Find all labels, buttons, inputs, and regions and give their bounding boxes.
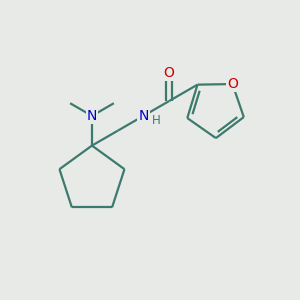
Text: N: N — [138, 109, 148, 123]
Text: N: N — [87, 109, 97, 123]
Text: H: H — [152, 114, 161, 127]
Text: O: O — [164, 66, 175, 80]
Text: O: O — [227, 77, 238, 91]
